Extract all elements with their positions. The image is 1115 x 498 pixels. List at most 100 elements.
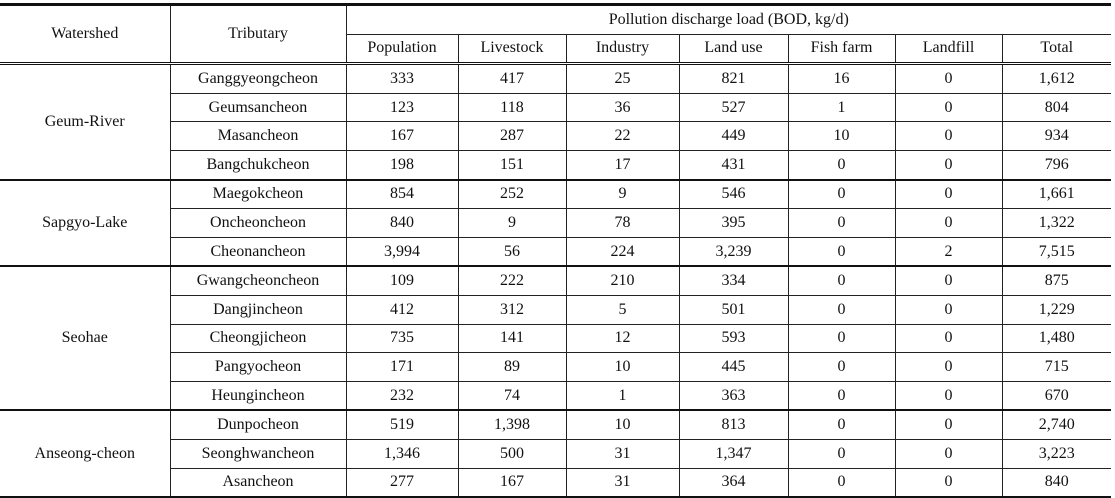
value-cell: 0 [894,352,1003,382]
header-land-use: Land use [678,33,789,66]
value-cell: 0 [894,438,1003,469]
value-cell: 519 [345,409,459,440]
value-cell: 56 [457,236,567,268]
header-tributary: Tributary [169,2,347,66]
tributary-cell: Masancheon [170,121,347,151]
value-cell: 31 [565,438,680,469]
value-cell: 1,480 [1001,323,1111,354]
value-cell: 546 [678,179,789,210]
value-cell: 1,229 [1001,294,1111,325]
value-cell: 89 [457,352,567,382]
value-cell: 0 [787,236,896,268]
value-cell: 167 [457,467,567,498]
value-cell: 840 [345,208,459,238]
value-cell: 0 [787,208,896,238]
value-cell: 3,223 [1001,438,1111,469]
value-cell: 1,398 [457,409,567,440]
tributary-cell: Geumsancheon [170,92,347,123]
value-cell: 840 [1001,467,1111,498]
tributary-cell: Cheonancheon [170,236,347,268]
value-cell: 78 [565,208,680,238]
value-cell: 0 [787,323,896,354]
value-cell: 500 [457,438,567,469]
value-cell: 198 [345,149,459,181]
value-cell: 0 [787,438,896,469]
value-cell: 0 [787,409,896,440]
table-row: Heungincheon 232 74 1 363 0 0 670 [0,380,1111,412]
header-industry: Industry [565,33,680,66]
watershed-cell: Sapgyo-Lake [0,179,171,268]
value-cell: 36 [565,92,680,123]
value-cell: 109 [345,265,459,296]
value-cell: 0 [894,149,1003,181]
table-row: Dangjincheon 412 312 5 501 0 0 1,229 [0,294,1111,325]
value-cell: 0 [894,323,1003,354]
value-cell: 3,994 [345,236,459,268]
value-cell: 9 [457,208,567,238]
value-cell: 804 [1001,92,1111,123]
value-cell: 0 [894,121,1003,151]
value-cell: 0 [787,265,896,296]
value-cell: 123 [345,92,459,123]
value-cell: 167 [345,121,459,151]
value-cell: 1,322 [1001,208,1111,238]
value-cell: 2,740 [1001,409,1111,440]
value-cell: 395 [678,208,789,238]
value-cell: 232 [345,380,459,412]
value-cell: 821 [678,63,789,94]
value-cell: 0 [787,294,896,325]
value-cell: 7,515 [1001,236,1111,268]
table-row: Geum-River Ganggyeongcheon 333 417 25 821 16 0 1… [0,63,1111,181]
header-landfill: Landfill [894,33,1003,66]
value-cell: 312 [457,294,567,325]
header-pollution-load: Pollution discharge load (BOD, kg/d) [345,3,1111,35]
value-cell: 22 [565,121,680,151]
value-cell: 593 [678,323,789,354]
table-row: Pangyocheon 171 89 10 445 0 0 715 [0,352,1111,382]
value-cell: 0 [894,467,1003,498]
value-cell: 364 [678,467,789,498]
value-cell: 875 [1001,265,1111,296]
value-cell: 934 [1001,121,1111,151]
value-cell: 0 [894,179,1003,210]
header-fish-farm: Fish farm [787,33,896,66]
value-cell: 3,239 [678,236,789,268]
value-cell: 12 [565,323,680,354]
table-row: Oncheoncheon 840 9 78 395 0 0 1,322 [0,208,1111,238]
tributary-cell: Maegokcheon [169,179,347,210]
watershed-cell: Geum-River [0,63,171,181]
tributary-cell: Ganggyeongcheon [169,63,347,94]
tributary-cell: Asancheon [170,467,347,498]
tributary-cell: Pangyocheon [170,352,347,382]
value-cell: 412 [345,294,459,325]
tributary-cell: Dangjincheon [170,294,347,325]
table-row: Seonghwancheon 1,346 500 31 1,347 0 0 3,223 [0,438,1111,469]
value-cell: 715 [1001,352,1111,382]
header-population: Population [346,33,459,66]
value-cell: 417 [457,63,567,94]
value-cell: 277 [345,467,459,498]
value-cell: 1 [787,92,896,123]
tributary-cell: Heungincheon [170,380,347,412]
value-cell: 0 [894,265,1003,296]
value-cell: 0 [894,409,1003,440]
table-row: Cheongjicheon 735 141 12 593 0 0 1,480 [0,323,1111,354]
value-cell: 25 [565,63,680,94]
header-total: Total [1001,33,1111,66]
value-cell: 5 [565,294,680,325]
tributary-cell: Cheongjicheon [170,323,347,354]
value-cell: 2 [894,236,1003,268]
value-cell: 31 [565,467,680,498]
value-cell: 0 [787,149,896,181]
value-cell: 735 [345,323,459,354]
value-cell: 74 [457,380,567,412]
value-cell: 222 [457,265,567,296]
value-cell: 431 [678,149,789,181]
value-cell: 10 [565,409,680,440]
table-row: Anseong-cheon Dunpocheon 519 1,398 10 813 0 0 2,… [0,409,1111,498]
header-watershed: Watershed [0,2,171,66]
table-row: Masancheon 167 287 22 449 10 0 934 [0,121,1111,151]
value-cell: 252 [457,179,567,210]
value-cell: 334 [678,265,789,296]
